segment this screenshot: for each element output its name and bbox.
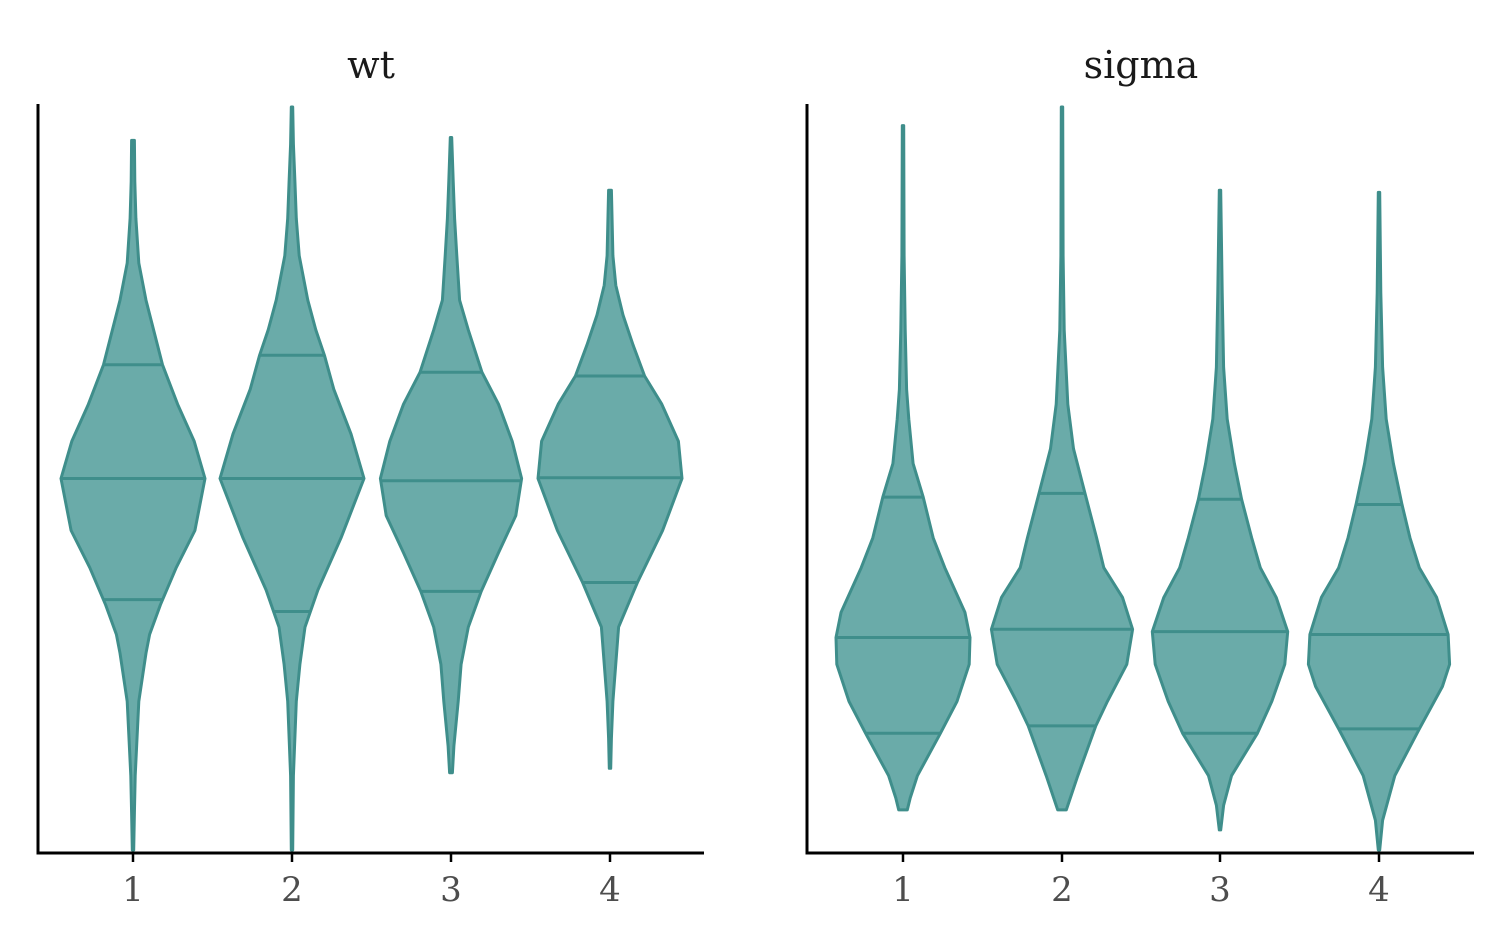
panel-title-sigma: sigma xyxy=(1084,43,1199,87)
x-tick-label-wt-2: 2 xyxy=(281,870,303,910)
x-tick-label-sigma-1: 1 xyxy=(892,870,914,910)
x-ticks-sigma: 1 2 3 4 xyxy=(892,853,1390,910)
panel-sigma: sigma 1 2 3 4 xyxy=(805,43,1474,910)
axis-lines-wt xyxy=(36,104,704,855)
violin-sigma-4 xyxy=(1306,190,1452,852)
x-tick-label-wt-1: 1 xyxy=(122,870,144,910)
panel-title-wt: wt xyxy=(347,43,395,87)
panel-wt: wt 1 2 3 4 xyxy=(36,43,704,910)
violin-wt-1 xyxy=(59,138,207,852)
violin-sigma-1 xyxy=(834,124,972,812)
x-ticks-wt: 1 2 3 4 xyxy=(122,853,621,910)
x-tick-label-sigma-4: 4 xyxy=(1368,870,1390,910)
violin-sigma-2 xyxy=(989,105,1135,812)
axis-lines-sigma xyxy=(805,104,1474,855)
violins-wt xyxy=(59,105,684,852)
x-tick-label-wt-4: 4 xyxy=(599,870,621,910)
violin-sigma-3 xyxy=(1150,188,1290,832)
x-tick-label-sigma-2: 2 xyxy=(1051,870,1073,910)
violin-wt-3 xyxy=(378,136,524,775)
violins-sigma xyxy=(834,105,1452,852)
x-tick-label-sigma-3: 3 xyxy=(1209,870,1231,910)
x-tick-label-wt-3: 3 xyxy=(440,870,462,910)
